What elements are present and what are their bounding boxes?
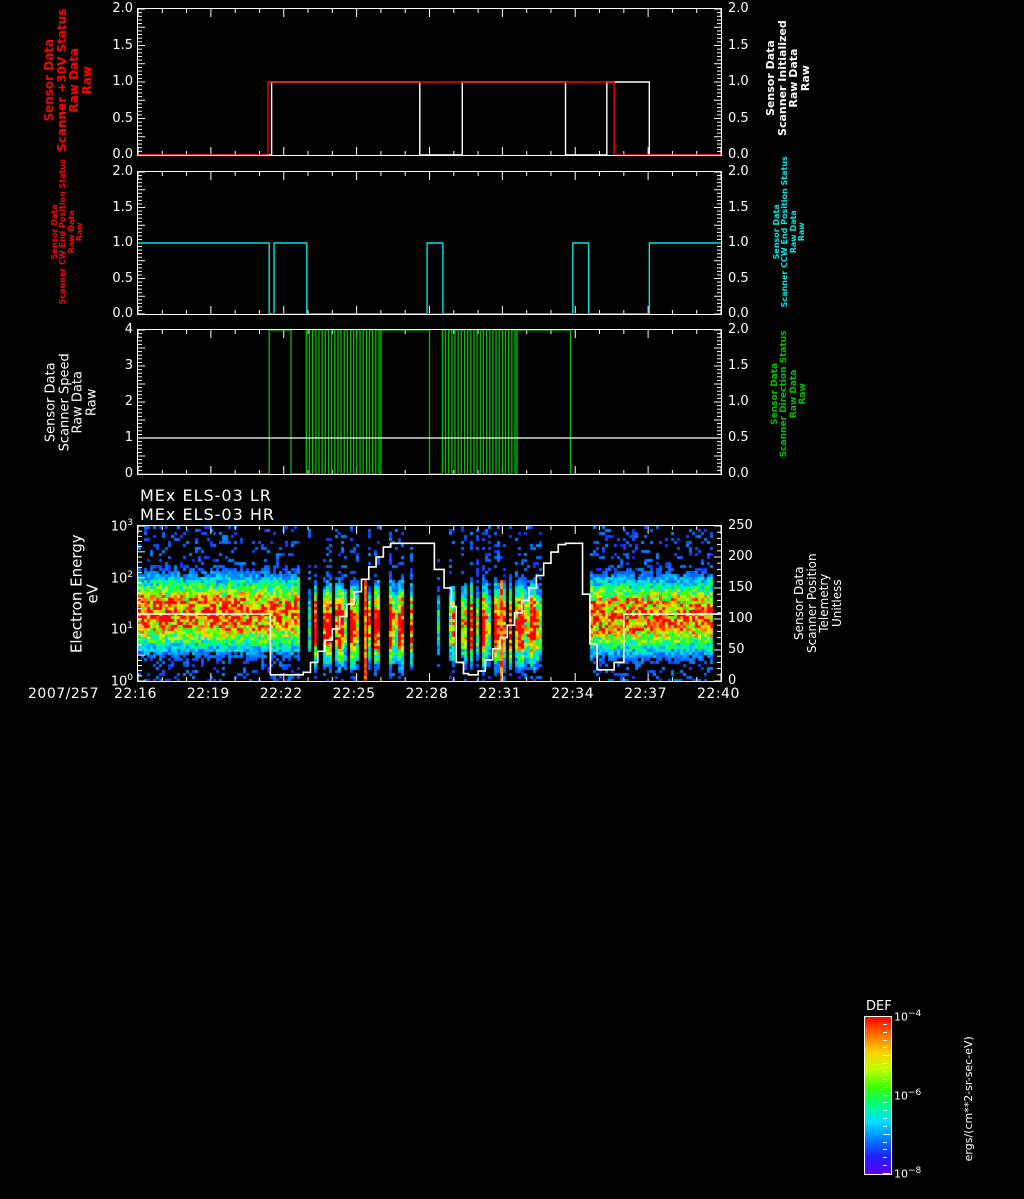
p3-lticks-label: 1 bbox=[124, 430, 133, 445]
p1-rticks-label: 0.0 bbox=[728, 147, 749, 162]
colorbar-tick-mark bbox=[883, 1078, 887, 1080]
colorbar-units-label: ergs/(cm**2-sr-sec-eV) bbox=[962, 1036, 976, 1162]
p4-lticks-label: 100 bbox=[110, 673, 133, 690]
colorbar-tick-mark bbox=[883, 1047, 887, 1049]
panel-3-traces bbox=[138, 330, 721, 474]
colorbar-tick-mark bbox=[883, 1110, 887, 1112]
p4-lticks-label: 102 bbox=[110, 569, 133, 586]
p1-lticks-label: 2.0 bbox=[112, 1, 133, 16]
p3-lticks-label: 0 bbox=[124, 466, 133, 481]
p4-rticks-label: 0 bbox=[728, 673, 737, 688]
plot-title-hr: MEx ELS-03 HR bbox=[140, 505, 276, 524]
colorbar-tick-mark bbox=[883, 1165, 887, 1167]
p1-rticks-label: 1.0 bbox=[728, 74, 749, 89]
panel-3-plot-frame bbox=[137, 329, 722, 475]
colorbar-tick-mark bbox=[883, 1094, 890, 1096]
colorbar-tick-mark bbox=[883, 1118, 887, 1120]
colorbar-tick-mark bbox=[883, 1149, 887, 1151]
p4-rticks-label: 200 bbox=[728, 549, 753, 564]
time-tick-label: 22:31 bbox=[478, 686, 522, 702]
colorbar-title: DEF bbox=[866, 999, 892, 1014]
colorbar-tick-mark bbox=[883, 1141, 887, 1143]
time-tick-label: 22:25 bbox=[332, 686, 376, 702]
p2-lticks-label: 0.0 bbox=[112, 306, 133, 321]
p2-rticks-label: 0.0 bbox=[728, 306, 749, 321]
panel-4-position-trace bbox=[138, 526, 721, 681]
p2-rticks-label: 0.5 bbox=[728, 270, 749, 286]
p2-rticks-label: 1.5 bbox=[728, 199, 749, 215]
p3-rticks-label: 1.5 bbox=[728, 358, 749, 373]
p4-rticks-label: 150 bbox=[728, 580, 753, 595]
p3-rticks-label: 2.0 bbox=[728, 322, 749, 337]
p2-rticks-label: 2.0 bbox=[728, 164, 749, 179]
p1-lticks-label: 0.0 bbox=[112, 147, 133, 162]
colorbar-tick-mark bbox=[883, 1157, 887, 1159]
panel-1-traces bbox=[138, 9, 721, 155]
p2-lticks-label: 1.5 bbox=[112, 199, 133, 215]
p2-rticks-label: 1.0 bbox=[728, 235, 749, 250]
p2-lticks-label: 0.5 bbox=[112, 270, 133, 286]
p1-lticks-label: 1.0 bbox=[112, 74, 133, 89]
p1-rticks-label: 1.5 bbox=[728, 37, 749, 53]
plot-title-lr: MEx ELS-03 LR bbox=[140, 486, 272, 505]
panel-2-left-axis-label: Sensor Data Scanner CW End Position Stat… bbox=[50, 159, 85, 305]
time-tick-label: 22:16 bbox=[114, 686, 157, 702]
date-label: 2007/257 bbox=[28, 686, 100, 702]
p3-lticks-label: 4 bbox=[124, 322, 133, 337]
colorbar-tick-mark bbox=[883, 1031, 887, 1033]
p4-lticks-label: 101 bbox=[110, 621, 133, 638]
panel-2-traces bbox=[138, 172, 721, 314]
p3-rticks-label: 0.0 bbox=[728, 466, 749, 481]
p3-lticks-label: 3 bbox=[124, 358, 133, 373]
colorbar-tick-label: 10−4 bbox=[894, 1009, 922, 1024]
p3-lticks-label: 2 bbox=[124, 394, 133, 409]
time-tick-label: 22:28 bbox=[405, 686, 449, 702]
colorbar-tick-mark bbox=[883, 1125, 887, 1127]
colorbar-tick-mark bbox=[883, 1173, 890, 1174]
p1-lticks-label: 1.5 bbox=[112, 37, 133, 53]
time-tick-label: 22:37 bbox=[624, 686, 667, 702]
panel-3-right-axis-label: Sensor Data Scanner Direction Status Raw… bbox=[770, 330, 809, 458]
panel-scanner-30v-status: Sensor Data Scanner +30V Status Raw Data… bbox=[0, 0, 1024, 165]
colorbar-gradient bbox=[864, 1016, 892, 1175]
panel-1-plot-frame bbox=[137, 8, 722, 156]
p4-rticks-label: 100 bbox=[728, 611, 753, 626]
p1-lticks-label: 0.5 bbox=[112, 110, 133, 126]
panel-4-right-axis-label: Sensor Data Scanner Position Telemetry U… bbox=[791, 553, 844, 654]
time-tick-label: 22:22 bbox=[259, 686, 303, 702]
p2-lticks-label: 2.0 bbox=[112, 164, 133, 179]
colorbar-tick-mark bbox=[883, 1023, 887, 1025]
colorbar-tick-mark bbox=[883, 1055, 890, 1057]
colorbar-tick-mark bbox=[883, 1063, 887, 1065]
panel-2-right-axis-label: Sensor Data Scanner CCW End Position Sta… bbox=[772, 156, 807, 308]
p3-rticks-label: 0.5 bbox=[728, 430, 749, 445]
p4-lticks-label: 103 bbox=[110, 518, 133, 535]
colorbar-tick-mark bbox=[883, 1070, 887, 1072]
colorbar-tick-mark bbox=[883, 1102, 887, 1104]
p4-rticks-label: 50 bbox=[728, 642, 745, 657]
time-tick-label: 22:40 bbox=[697, 686, 740, 702]
panel-scanner-cw-end-position: Sensor Data Scanner CW End Position Stat… bbox=[0, 156, 1024, 323]
p2-lticks-label: 1.0 bbox=[112, 235, 133, 250]
colorbar-tick-label: 10−8 bbox=[894, 1166, 922, 1181]
colorbar-tick-mark bbox=[883, 1016, 890, 1017]
panel-4-plot-frame bbox=[137, 525, 722, 682]
colorbar-tick-mark bbox=[883, 1086, 887, 1088]
p1-rticks-label: 2.0 bbox=[728, 1, 749, 16]
colorbar-tick-mark bbox=[883, 1133, 890, 1135]
panel-electron-energy-spectrogram: MEx ELS-03 LR MEx ELS-03 HR Electron Ene… bbox=[0, 483, 1024, 1181]
panel-scanner-speed: Sensor Data Scanner Speed Raw Data Raw S… bbox=[0, 323, 1024, 483]
time-tick-label: 22:34 bbox=[551, 686, 595, 702]
time-tick-label: 22:19 bbox=[186, 686, 230, 702]
colorbar-tick-label: 10−6 bbox=[894, 1087, 922, 1103]
panel-2-plot-frame bbox=[137, 171, 722, 315]
p4-rticks-label: 250 bbox=[728, 518, 753, 533]
p1-rticks-label: 0.5 bbox=[728, 110, 749, 126]
colorbar-tick-mark bbox=[883, 1039, 887, 1041]
p3-rticks-label: 1.0 bbox=[728, 394, 749, 409]
